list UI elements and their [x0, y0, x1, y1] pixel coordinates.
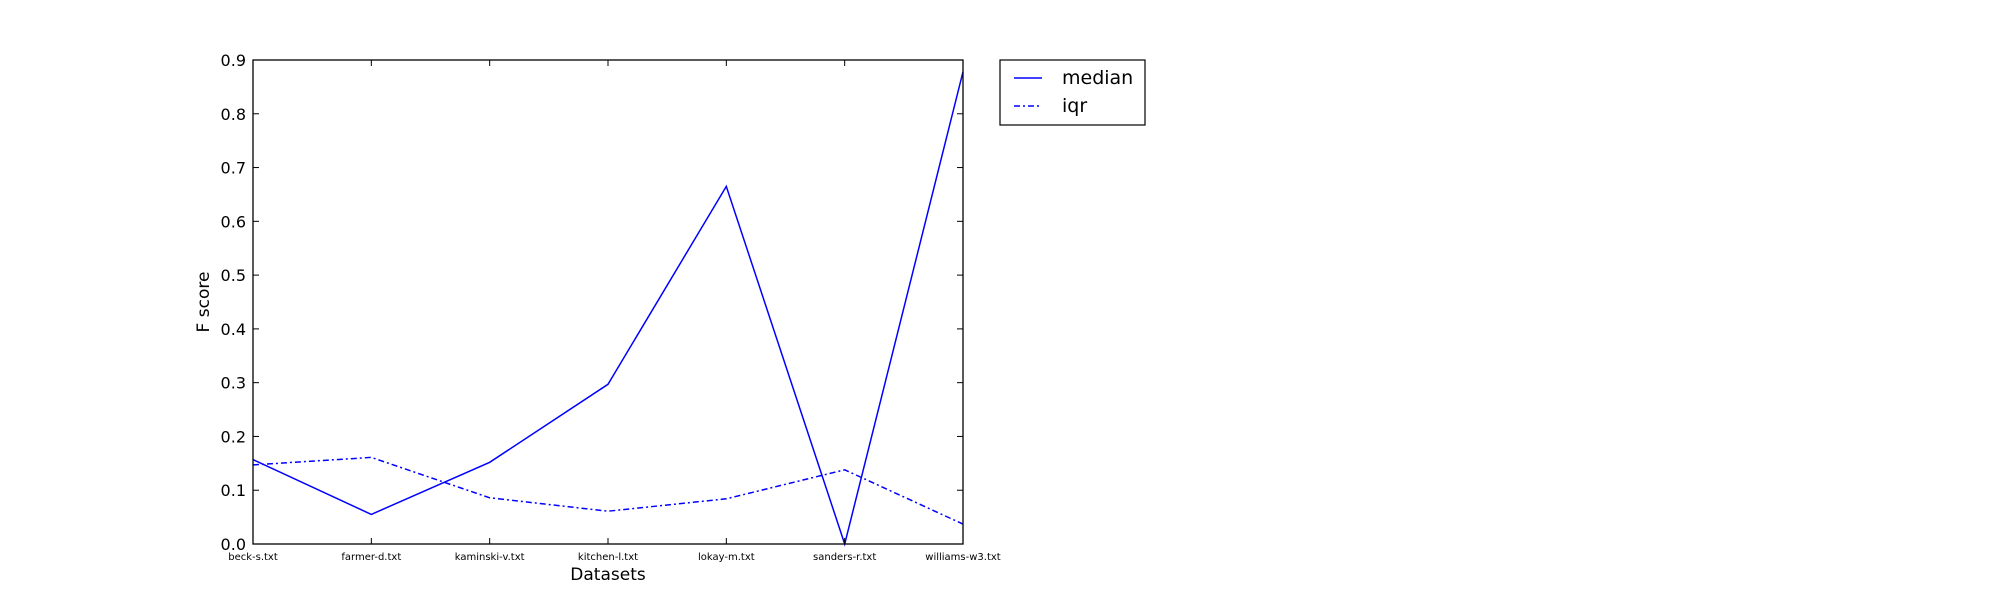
x-tick-label: williams-w3.txt	[925, 552, 1001, 563]
y-tick-label: 0.1	[221, 481, 246, 500]
plot-lines	[252, 71, 964, 547]
series-line-median	[252, 71, 964, 547]
plot-area-frame	[252, 59, 964, 545]
y-tick-label: 0.7	[221, 159, 246, 178]
legend-frame	[999, 59, 1146, 126]
x-tick-label: farmer-d.txt	[341, 552, 401, 563]
y-tick-label: 0.3	[221, 374, 246, 393]
y-tick-label: 0.4	[221, 320, 246, 339]
y-tick-label: 0.5	[221, 266, 246, 285]
legend-iqr-label: iqr	[1062, 95, 1087, 117]
x-tick-label: kitchen-l.txt	[578, 552, 638, 563]
y-axis-title: F score	[194, 272, 214, 333]
y-tick-label: 0.8	[221, 105, 246, 124]
y-tick-label: 0.9	[221, 51, 246, 70]
legend-median-label: median	[1062, 67, 1133, 89]
x-tick-label: lokay-m.txt	[698, 552, 755, 563]
x-tick-label: beck-s.txt	[228, 552, 278, 563]
series-line-iqr	[252, 456, 964, 525]
y-tick-label: 0.0	[221, 535, 246, 554]
x-axis-ticks: beck-s.txt farmer-d.txt kaminski-v.txt kitc…	[228, 60, 1001, 563]
legend: median iqr	[999, 59, 1146, 126]
x-tick-label: kaminski-v.txt	[455, 552, 525, 563]
y-tick-label: 0.2	[221, 427, 246, 446]
x-axis-title: Datasets	[570, 565, 646, 585]
x-tick-label: sanders-r.txt	[813, 552, 876, 563]
y-axis-ticks: 0.0 0.1 0.2 0.3 0.4 0.5 0.6 0.7 0.8 0.9	[221, 51, 963, 554]
y-tick-label: 0.6	[221, 212, 246, 231]
